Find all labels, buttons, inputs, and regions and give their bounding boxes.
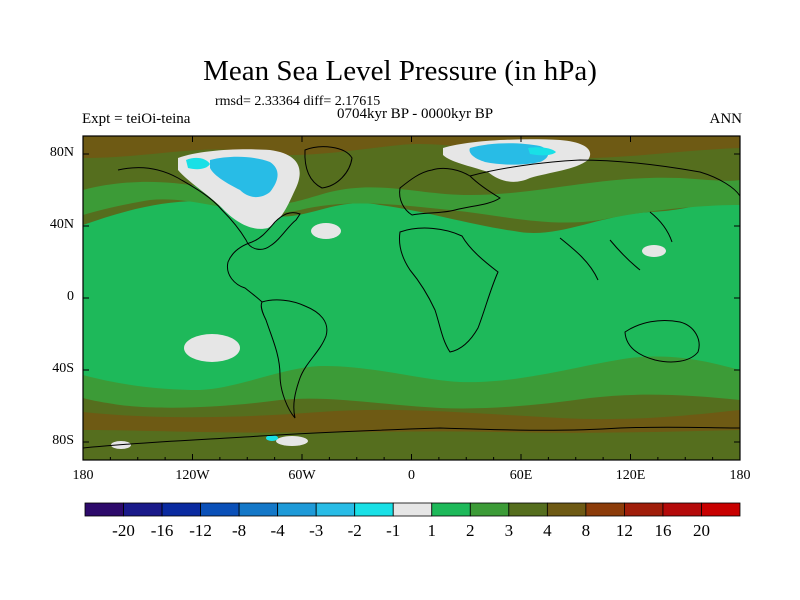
x-tick-label: 180 [72,468,94,483]
coast-antarctica [83,426,740,449]
region-antarctic-anomaly-3 [266,435,278,441]
region-southern-ocean [83,409,740,433]
region-transition-north [83,177,740,223]
coast-north-america [117,167,301,303]
region-north-pacific-anomaly [642,245,666,257]
colorbar-tick-label: 3 [504,521,514,540]
x-tick-label: 60W [288,468,316,483]
colorbar-box [662,502,702,517]
coast-europe [399,167,501,216]
colorbar-box [624,502,664,517]
region-antarctic-anomaly-2 [276,436,308,446]
y-tick-label: 40N [49,217,74,232]
colorbar-tick-label: 8 [581,521,591,540]
colorbar-tick-label: -16 [150,521,174,540]
colorbar-tick-label: 12 [615,521,633,540]
x-tick-label: 0 [408,468,415,483]
colorbar-tick-label: -2 [347,521,362,540]
x-tick-label: 120W [175,468,210,483]
y-tick-label: 0 [67,289,74,304]
coast-africa [399,227,499,353]
chart-title: Mean Sea Level Pressure (in hPa) [203,55,597,87]
region-south-pacific-anomaly [184,334,240,362]
y-tick-label: 80S [52,433,74,448]
colorbar-tick-label: -1 [386,521,401,540]
chart-subtitle: 0704kyr BP - 0000kyr BP [336,106,494,122]
region-north-america-core [210,156,278,198]
x-tick-label: 60E [509,468,533,483]
colorbar-box [392,502,433,517]
colorbar-box [161,502,201,517]
region-scandinavia-core-2 [528,147,556,156]
colorbar-tick-label: -8 [232,521,247,540]
colorbar-tick-label: -20 [112,521,135,540]
colorbar-tick-label: 2 [466,521,475,540]
pressure-field [83,136,740,460]
colorbar [84,502,741,517]
coast-greenland [304,146,353,189]
colorbar-box [585,502,625,517]
colorbar-box [508,502,548,517]
colorbar-tick-label: -12 [189,521,212,540]
region-north-atlantic-anomaly [311,223,341,239]
coast-australia [624,319,700,363]
colorbar-box [315,502,356,517]
season-label: ANN [709,111,743,127]
colorbar-box [469,502,510,517]
x-tick-label: 180 [729,468,751,483]
colorbar-box [431,502,471,517]
colorbar-box [546,502,587,517]
colorbar-box [238,502,279,517]
y-tick-label: 40S [52,361,74,376]
coast-asia [469,159,740,281]
colorbar-box [200,502,240,517]
region-transition-south [83,356,740,409]
colorbar-box [123,502,163,517]
region-north-america-core-2 [186,157,210,170]
frame-ticks [82,136,741,460]
x-tick-label: 120E [615,468,646,483]
colorbar-box [354,502,394,517]
colorbar-box [84,502,124,517]
colorbar-box [277,502,317,517]
colorbar-tick-label: 16 [654,521,672,540]
region-background-tropics-band [83,198,740,396]
colorbar-tick-label: 1 [427,521,437,540]
colorbar-box [701,502,741,517]
colorbar-tick-label: 20 [692,521,710,540]
colorbar-tick-label: 4 [543,521,552,540]
stats-label: rmsd= 2.33364 diff= 2.17615 [215,94,381,109]
colorbar-tick-label: -3 [309,521,324,540]
coast-south-america [260,299,328,419]
colorbar-tick-label: -4 [270,521,285,540]
y-tick-label: 80N [49,145,74,160]
experiment-label: Expt = teiOi-teina [82,111,191,127]
coastlines [83,146,740,449]
